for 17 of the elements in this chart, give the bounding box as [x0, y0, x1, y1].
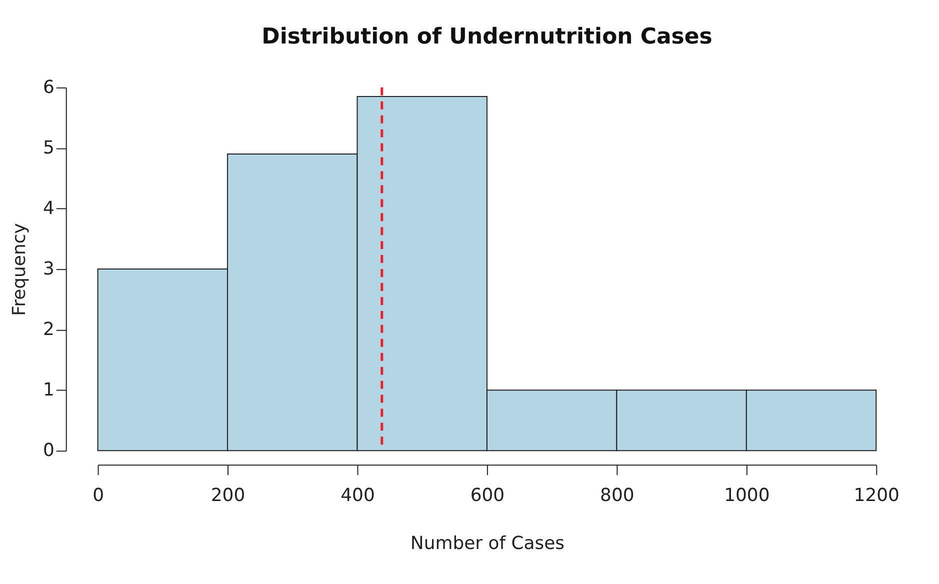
x-tick-label: 800 — [600, 485, 634, 506]
x-axis-title: Number of Cases — [410, 532, 565, 554]
x-tick-label: 1200 — [854, 485, 900, 506]
y-tick-label: 4 — [42, 198, 54, 219]
x-tick-label: 200 — [210, 485, 246, 506]
y-tick-label: 5 — [42, 137, 54, 158]
y-axis-title: Frequency — [8, 222, 30, 316]
y-tick-label: 0 — [42, 440, 54, 462]
x-tick-label: 0 — [92, 485, 104, 506]
y-tick-label: 2 — [42, 319, 54, 340]
x-tick-label: 400 — [340, 485, 375, 506]
x-tick-label: 1000 — [724, 485, 770, 506]
y-tick-label: 6 — [42, 76, 54, 98]
x-tick-label: 600 — [470, 485, 505, 506]
chart-title: Distribution of Undernutrition Cases — [262, 24, 712, 50]
y-tick-label: 3 — [42, 258, 54, 280]
y-tick-label: 1 — [42, 380, 54, 401]
